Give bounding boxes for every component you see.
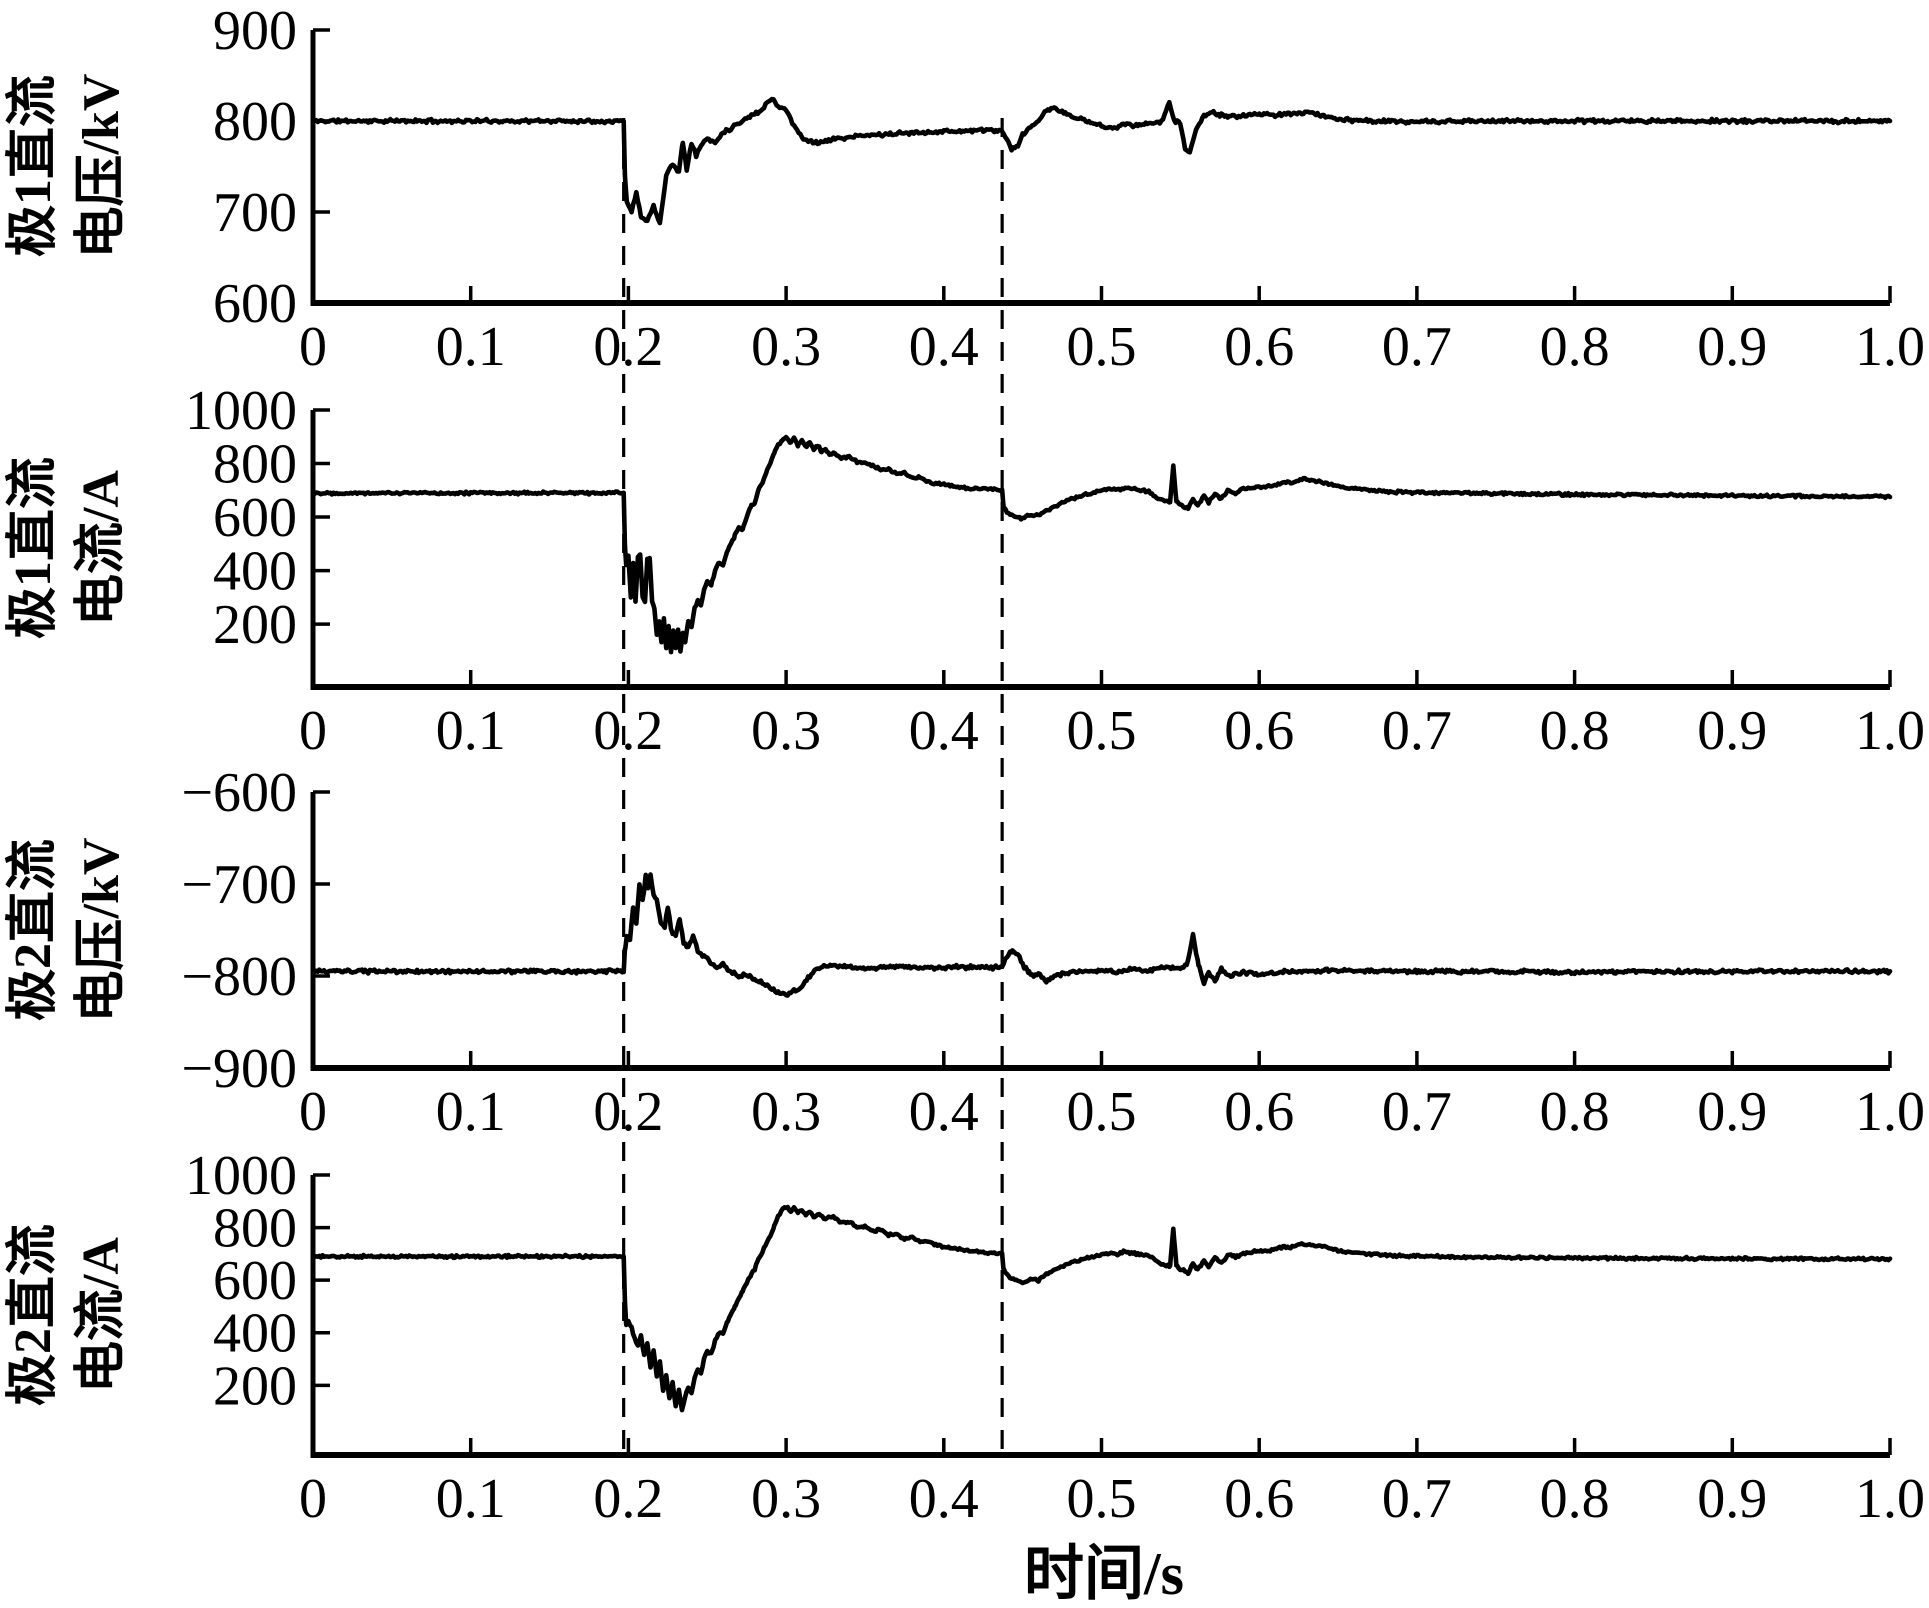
- x-tick-label: 1.0: [1855, 316, 1925, 378]
- y-axis-title-line1: 极1直流: [4, 457, 62, 639]
- x-tick-label: 0.8: [1540, 316, 1610, 378]
- y-tick-label: 800: [213, 434, 297, 496]
- x-tick-label: 0.3: [751, 1468, 821, 1530]
- x-tick-label: 0.7: [1382, 1081, 1452, 1143]
- x-tick-label: 0: [299, 1468, 327, 1530]
- x-tick-label: 0.4: [909, 1468, 979, 1530]
- x-tick-label: 0.8: [1540, 1468, 1610, 1530]
- y-tick-label: 400: [213, 541, 297, 603]
- y-tick-label: −700: [181, 854, 297, 916]
- x-tick-label: 0.3: [751, 700, 821, 762]
- x-tick-label: 0.1: [436, 1081, 506, 1143]
- x-tick-label: 0: [299, 1081, 327, 1143]
- y-tick-label: 1000: [185, 1145, 297, 1207]
- x-tick-label: 0.9: [1697, 700, 1767, 762]
- x-tick-label: 0.4: [909, 316, 979, 378]
- waveform-pole2-dc-voltage: [310, 872, 1893, 998]
- x-tick-label: 0.1: [436, 316, 506, 378]
- x-tick-label: 0.2: [593, 1468, 663, 1530]
- x-tick-label: 0.9: [1697, 1081, 1767, 1143]
- x-tick-label: 1.0: [1855, 700, 1925, 762]
- y-tick-label: 200: [213, 594, 297, 656]
- y-axis-title-line1: 极2直流: [4, 1224, 62, 1406]
- x-axis-title: 时间/s: [1024, 1541, 1184, 1607]
- x-tick-label: 0.6: [1224, 316, 1294, 378]
- y-tick-label: −900: [181, 1038, 297, 1100]
- y-axis-title-line2: 电压/kV: [72, 838, 130, 1023]
- y-tick-label: 600: [213, 273, 297, 335]
- y-axis-title-line2: 电流/A: [72, 470, 130, 626]
- x-tick-label: 0.9: [1697, 316, 1767, 378]
- waveform-pole2-dc-current: [310, 1204, 1893, 1413]
- x-tick-label: 0.6: [1224, 700, 1294, 762]
- y-tick-label: 600: [213, 1250, 297, 1312]
- y-tick-label: 900: [213, 0, 297, 62]
- y-axis-title-line2: 电流/A: [72, 1237, 130, 1393]
- x-tick-label: 0.4: [909, 700, 979, 762]
- y-tick-label: 800: [213, 1198, 297, 1260]
- x-tick-label: 0.5: [1067, 700, 1137, 762]
- x-tick-label: 0.5: [1067, 1468, 1137, 1530]
- x-tick-label: 0.3: [751, 316, 821, 378]
- x-tick-label: 0.9: [1697, 1468, 1767, 1530]
- x-tick-label: 0.6: [1224, 1468, 1294, 1530]
- x-tick-label: 0.7: [1382, 1468, 1452, 1530]
- y-tick-label: −800: [181, 946, 297, 1008]
- x-tick-label: 0.1: [436, 1468, 506, 1530]
- x-tick-label: 0.7: [1382, 316, 1452, 378]
- y-axis-title-line2: 电压/kV: [72, 74, 130, 259]
- x-tick-label: 0.8: [1540, 700, 1610, 762]
- waveform-pole1-dc-voltage: [310, 96, 1893, 226]
- x-tick-label: 0.4: [909, 1081, 979, 1143]
- y-axis-title-line1: 极2直流: [4, 839, 62, 1021]
- y-tick-label: 600: [213, 487, 297, 549]
- x-tick-label: 0: [299, 700, 327, 762]
- x-tick-label: 0.6: [1224, 1081, 1294, 1143]
- waveform-pole1-dc-current: [310, 434, 1893, 655]
- y-tick-label: 800: [213, 91, 297, 153]
- x-tick-label: 0.7: [1382, 700, 1452, 762]
- x-tick-label: 0: [299, 316, 327, 378]
- y-axis-title-line1: 极1直流: [4, 75, 62, 257]
- x-tick-label: 1.0: [1855, 1468, 1925, 1530]
- x-tick-label: 0.2: [593, 700, 663, 762]
- x-tick-label: 0.8: [1540, 1081, 1610, 1143]
- y-tick-label: 700: [213, 182, 297, 244]
- y-tick-label: 400: [213, 1303, 297, 1365]
- x-tick-label: 0.5: [1067, 1081, 1137, 1143]
- x-tick-label: 0.5: [1067, 316, 1137, 378]
- y-tick-label: −600: [181, 762, 297, 824]
- x-tick-label: 0.2: [593, 1081, 663, 1143]
- x-tick-label: 0.3: [751, 1081, 821, 1143]
- y-tick-label: 1000: [185, 380, 297, 442]
- y-tick-label: 200: [213, 1355, 297, 1417]
- x-tick-label: 1.0: [1855, 1081, 1925, 1143]
- x-tick-label: 0.1: [436, 700, 506, 762]
- x-tick-label: 0.2: [593, 316, 663, 378]
